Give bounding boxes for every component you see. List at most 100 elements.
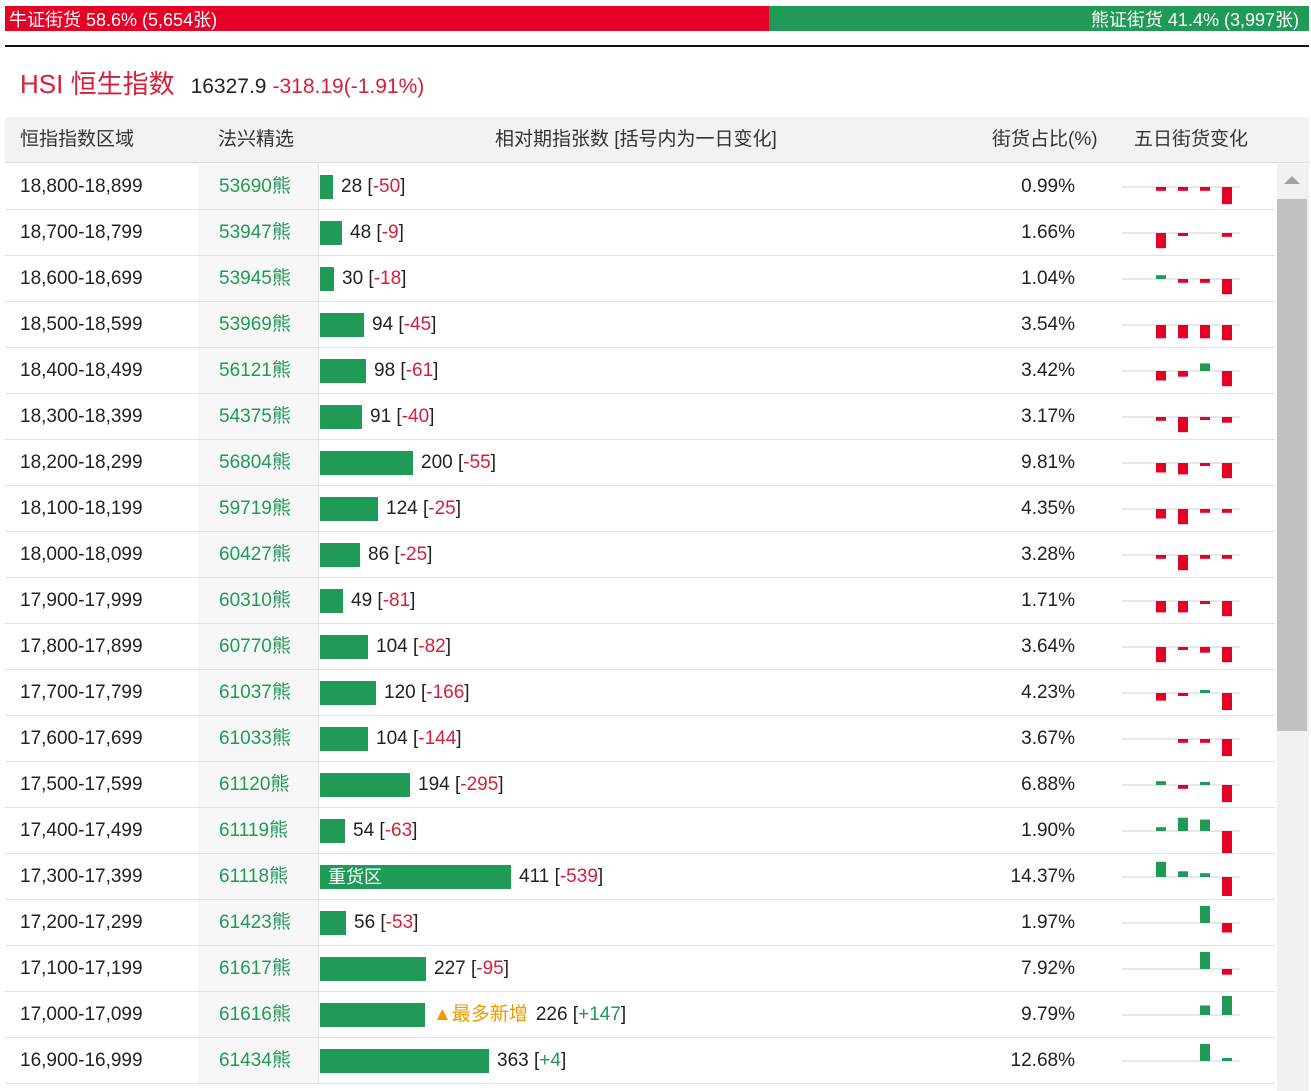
trend-bar — [1156, 233, 1166, 249]
count-text: 56 [-53] — [354, 912, 419, 933]
table-row[interactable]: 17,500-17,599 61120熊 194 [-295] 6.88% — [5, 762, 1275, 808]
count-change: -55 — [463, 452, 491, 473]
trend-bar — [1200, 509, 1210, 513]
count-text: 28 [-50] — [341, 176, 406, 197]
table-row[interactable]: 18,400-18,499 56121熊 98 [-61] 3.42% — [5, 348, 1275, 394]
warrant-link[interactable]: 61118熊 — [219, 866, 289, 887]
table-row[interactable]: 18,600-18,699 53945熊 30 [-18] 1.04% — [5, 256, 1275, 302]
table-row[interactable]: 17,800-17,899 60770熊 104 [-82] 3.64% — [5, 624, 1275, 670]
warrant-link[interactable]: 53690熊 — [219, 176, 291, 197]
table-row[interactable]: 17,400-17,499 61119熊 54 [-63] 1.90% — [5, 808, 1275, 854]
count-change: -9 — [381, 222, 399, 243]
count-text: 49 [-81] — [351, 590, 416, 611]
warrant-link[interactable]: 61120熊 — [219, 774, 290, 795]
trend-bar — [1200, 905, 1210, 923]
trend-sparkline — [1122, 600, 1240, 617]
trend-bar — [1222, 555, 1232, 559]
trend-bar — [1222, 969, 1232, 975]
warrant-link[interactable]: 59719熊 — [219, 498, 291, 519]
five-day-trend — [1120, 302, 1240, 347]
trend-bar — [1222, 996, 1232, 1015]
warrant-link[interactable]: 61037熊 — [219, 682, 291, 703]
table-row[interactable]: 17,300-17,399 61118熊 重货区 411 [-539] 14.37% — [5, 854, 1275, 900]
count-text: 120 [-166] — [384, 682, 470, 703]
trend-bar — [1222, 785, 1232, 803]
warrant-link[interactable]: 56121熊 — [219, 360, 291, 381]
count-bar — [320, 911, 346, 935]
table-row[interactable]: 17,600-17,699 61033熊 104 [-144] 3.67% — [5, 716, 1275, 762]
trend-sparkline — [1122, 1043, 1240, 1062]
warrant-cell: 60427熊 — [198, 532, 318, 577]
warrant-cell: 60310熊 — [198, 578, 318, 623]
table-row[interactable]: 18,300-18,399 54375熊 91 [-40] 3.17% — [5, 394, 1275, 440]
scroll-thumb[interactable] — [1277, 199, 1307, 731]
share-cell: 3.54% — [1021, 314, 1075, 335]
count-bar — [320, 635, 368, 659]
warrant-link[interactable]: 61119熊 — [219, 820, 289, 841]
table-row[interactable]: 18,200-18,299 56804熊 200 [-55] 9.81% — [5, 440, 1275, 486]
table-row[interactable]: 16,900-16,999 61434熊 363 [+4] 12.68% — [5, 1038, 1275, 1084]
five-day-trend — [1120, 348, 1240, 393]
count-value: 104 — [376, 636, 408, 657]
count-bar — [320, 405, 362, 429]
warrant-link[interactable]: 56804熊 — [219, 452, 291, 473]
count-value: 28 — [341, 176, 363, 197]
scrollbar[interactable] — [1277, 164, 1309, 1091]
trend-bar — [1178, 647, 1188, 650]
warrant-link[interactable]: 53969熊 — [219, 314, 291, 335]
table-row[interactable]: 17,000-17,099 61616熊 ▲最多新增 226 [+147] 9.79% — [5, 992, 1275, 1038]
warrant-link[interactable]: 60770熊 — [219, 636, 291, 657]
table-row[interactable]: 17,100-17,199 61617熊 227 [-95] 7.92% — [5, 946, 1275, 992]
warrant-link[interactable]: 60310熊 — [219, 590, 291, 611]
count-bar — [320, 865, 511, 889]
share-cell: 3.28% — [1021, 544, 1075, 565]
share-cell: 7.92% — [1021, 958, 1075, 979]
count-change: -45 — [403, 314, 432, 335]
five-day-trend — [1120, 854, 1240, 899]
count-value: 411 — [519, 866, 550, 887]
table-row[interactable]: 18,000-18,099 60427熊 86 [-25] 3.28% — [5, 532, 1275, 578]
warrant-link[interactable]: 61616熊 — [219, 1004, 291, 1025]
table-row[interactable]: 18,800-18,899 53690熊 28 [-50] 0.99% — [5, 164, 1275, 210]
trend-bar — [1200, 187, 1210, 191]
warrant-link[interactable]: 61617熊 — [219, 958, 291, 979]
count-bar — [320, 313, 364, 337]
count-cell: 98 [-61] — [318, 348, 969, 393]
table-row[interactable]: 18,500-18,599 53969熊 94 [-45] 3.54% — [5, 302, 1275, 348]
trend-bar — [1222, 371, 1232, 387]
warrant-link[interactable]: 61434熊 — [219, 1050, 291, 1071]
count-bar — [320, 221, 342, 245]
trend-sparkline — [1122, 817, 1240, 853]
table-row[interactable]: 17,900-17,999 60310熊 49 [-81] 1.71% — [5, 578, 1275, 624]
trend-bar — [1156, 463, 1166, 473]
scroll-up-arrow-icon[interactable] — [1284, 176, 1300, 184]
warrant-cell: 61119熊 — [198, 808, 318, 853]
warrant-link[interactable]: 53947熊 — [219, 222, 291, 243]
warrant-cell: 61120熊 — [198, 762, 318, 807]
count-value: 120 — [384, 682, 416, 703]
table-row[interactable]: 18,100-18,199 59719熊 124 [-25] 4.35% — [5, 486, 1275, 532]
table-row[interactable]: 17,700-17,799 61037熊 120 [-166] 4.23% — [5, 670, 1275, 716]
share-cell: 9.81% — [1021, 452, 1075, 473]
count-cell: 28 [-50] — [318, 164, 969, 209]
count-change: +4 — [539, 1050, 561, 1071]
trend-sparkline — [1122, 186, 1240, 205]
count-cell: ▲最多新增 226 [+147] — [318, 992, 969, 1037]
table-row[interactable]: 17,200-17,299 61423熊 56 [-53] 1.97% — [5, 900, 1275, 946]
range-cell: 17,900-17,999 — [20, 590, 143, 611]
warrant-link[interactable]: 61033熊 — [219, 728, 291, 749]
warrant-link[interactable]: 60427熊 — [219, 544, 291, 565]
range-cell: 18,600-18,699 — [20, 268, 143, 289]
share-cell: 1.04% — [1021, 268, 1075, 289]
trend-bar — [1156, 417, 1166, 421]
warrant-link[interactable]: 61423熊 — [219, 912, 291, 933]
trend-sparkline — [1122, 416, 1240, 433]
trend-bar — [1156, 187, 1166, 191]
trend-sparkline — [1122, 781, 1240, 803]
warrant-link[interactable]: 54375熊 — [219, 406, 291, 427]
trend-sparkline — [1122, 363, 1240, 387]
warrant-link[interactable]: 53945熊 — [219, 268, 291, 289]
count-bar — [320, 175, 333, 199]
table-row[interactable]: 18,700-18,799 53947熊 48 [-9] 1.66% — [5, 210, 1275, 256]
count-cell: 91 [-40] — [318, 394, 969, 439]
